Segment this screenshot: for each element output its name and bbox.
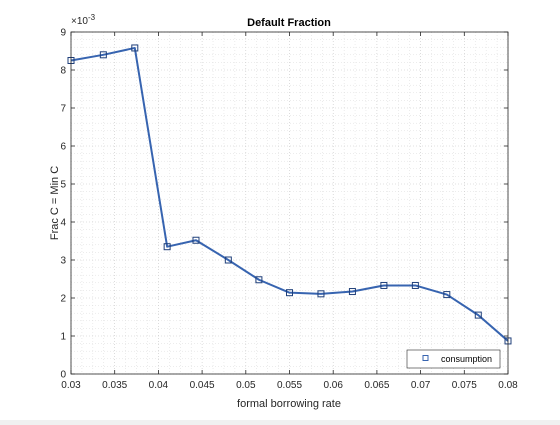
exponent-base: ×10	[71, 16, 88, 27]
x-tick-label: 0.03	[61, 380, 81, 391]
x-tick-label: 0.07	[411, 380, 431, 391]
legend-label: consumption	[441, 354, 492, 364]
y-tick-label: 6	[60, 142, 66, 153]
x-tick-label: 0.045	[190, 380, 215, 391]
y-tick-label: 8	[60, 66, 66, 77]
y-tick-label: 5	[60, 180, 66, 191]
x-tick-label: 0.075	[452, 380, 477, 391]
x-axis-label: formal borrowing rate	[237, 398, 341, 410]
y-tick-label: 7	[60, 104, 66, 115]
data-point-marker	[317, 290, 325, 298]
y-tick-label: 1	[60, 332, 66, 343]
x-tick-label: 0.035	[102, 380, 127, 391]
y-axis-label: Frac C = Min C	[49, 166, 61, 240]
x-tick-label: 0.08	[498, 380, 518, 391]
x-tick-label: 0.06	[323, 380, 343, 391]
data-point-marker	[443, 291, 451, 299]
legend: consumption	[406, 349, 501, 369]
y-axis-exponent: ×10-3	[71, 13, 96, 27]
x-tick-label: 0.055	[277, 380, 302, 391]
legend-box	[406, 349, 501, 369]
y-tick-label: 3	[60, 256, 66, 267]
data-point-marker	[131, 44, 139, 52]
y-tick-label: 2	[60, 294, 66, 305]
data-point-marker	[99, 51, 107, 59]
data-point-marker	[255, 276, 263, 284]
x-tick-label: 0.05	[236, 380, 256, 391]
y-tick-label: 0	[60, 370, 66, 381]
exponent-power: -3	[88, 13, 96, 22]
data-point-marker	[286, 289, 293, 297]
data-point-marker	[192, 236, 200, 244]
legend-square-marker	[422, 355, 429, 361]
data-point-marker	[474, 311, 482, 319]
data-point-marker	[411, 281, 419, 289]
x-tick-label: 0.065	[364, 380, 389, 391]
data-point-marker	[163, 243, 171, 251]
y-tick-label: 9	[60, 28, 66, 39]
chart-title: Default Fraction	[247, 17, 331, 29]
series-line-consumption	[70, 46, 509, 342]
data-point-marker	[380, 281, 388, 289]
data-point-marker	[348, 288, 356, 296]
grid	[70, 31, 509, 375]
ticks: 0.03 0.035 0.04 0.045 0.05 0.055 0.06 0.065 0.07…	[60, 28, 518, 392]
x-tick-label: 0.04	[149, 380, 169, 391]
data-point-marker	[224, 256, 232, 264]
y-tick-label: 4	[60, 218, 66, 229]
